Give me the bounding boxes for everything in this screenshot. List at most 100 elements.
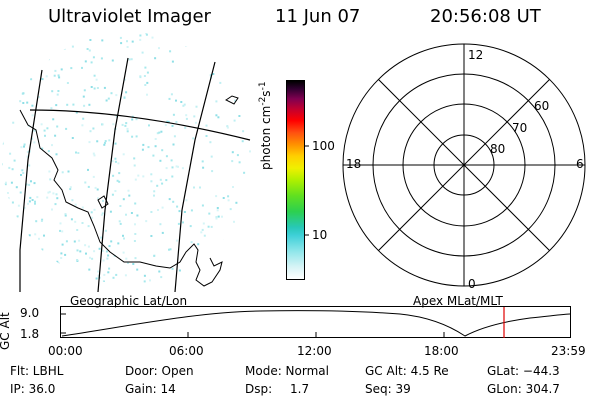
orbit-xtick-2: 12:00 — [297, 344, 332, 358]
speckle — [247, 208, 250, 211]
speckle — [91, 281, 94, 284]
speckle — [221, 215, 223, 218]
speckle — [231, 160, 234, 163]
speckle — [133, 157, 136, 160]
speckle — [230, 46, 233, 48]
info-door: Door: Open — [125, 364, 194, 378]
speckle — [55, 193, 58, 196]
speckle — [195, 105, 198, 108]
speckle — [126, 130, 129, 133]
speckle — [86, 32, 89, 34]
speckle — [131, 40, 134, 43]
speckle — [114, 190, 117, 192]
speckle — [81, 206, 84, 209]
speckle — [48, 190, 51, 193]
speckle — [171, 267, 174, 270]
speckle — [212, 73, 215, 75]
speckle — [26, 61, 29, 64]
speckle — [97, 270, 99, 273]
speckle — [86, 48, 89, 50]
speckle — [92, 152, 95, 155]
info-ip: IP: 36.0 — [10, 382, 56, 396]
speckle — [90, 86, 93, 88]
speckle — [27, 265, 30, 268]
speckle — [34, 249, 36, 252]
speckle — [64, 213, 67, 216]
speckle — [193, 186, 195, 189]
speckle — [71, 199, 74, 202]
speckle — [144, 66, 147, 69]
speckle — [91, 257, 94, 260]
speckle — [22, 102, 25, 104]
speckle — [171, 60, 174, 63]
speckle — [0, 148, 2, 150]
speckle — [179, 34, 182, 37]
speckle — [191, 46, 194, 49]
speckle — [35, 247, 38, 250]
speckle — [75, 274, 78, 277]
speckle — [170, 159, 173, 162]
speckle — [127, 189, 130, 192]
speckle — [182, 104, 185, 107]
info-mode: Mode: Normal — [245, 364, 329, 378]
speckle — [128, 194, 131, 197]
speckle — [136, 268, 139, 271]
speckle — [232, 186, 234, 188]
polar-plot: 12 18 6 0 60 70 80 — [342, 43, 586, 291]
speckle — [95, 277, 98, 280]
speckle — [216, 207, 219, 209]
speckle — [119, 36, 122, 39]
speckle — [227, 199, 230, 202]
speckle — [37, 34, 40, 37]
speckle — [215, 195, 218, 198]
speckle — [126, 40, 128, 43]
colorbar-tick-10: 10 — [312, 228, 327, 242]
speckle — [79, 250, 82, 253]
longitude-line-3 — [174, 61, 216, 292]
speckle — [219, 258, 222, 261]
speckle — [212, 275, 215, 278]
speckle — [31, 137, 33, 140]
speckle — [141, 51, 144, 54]
speckle — [9, 152, 12, 155]
speckle — [18, 58, 21, 61]
speckle — [33, 129, 36, 132]
speckle — [104, 142, 106, 144]
info-gc-alt: GC Alt: 4.5 Re — [365, 364, 449, 378]
speckle — [126, 127, 129, 130]
speckle — [115, 94, 118, 97]
speckle — [34, 233, 37, 236]
speckle — [177, 222, 180, 225]
speckle — [83, 89, 86, 92]
speckle — [143, 75, 146, 77]
speckle — [11, 259, 14, 262]
speckle — [185, 114, 188, 117]
speckle — [176, 239, 178, 242]
speckle — [103, 143, 106, 146]
speckle — [209, 141, 212, 144]
speckle — [55, 104, 58, 107]
speckle — [19, 191, 22, 194]
speckle — [57, 74, 60, 77]
speckle — [13, 269, 16, 272]
speckle — [143, 274, 146, 277]
speckle — [158, 270, 161, 273]
speckle — [235, 76, 238, 79]
speckle — [45, 52, 48, 54]
speckle — [82, 117, 85, 120]
speckle — [145, 33, 148, 36]
speckle — [170, 93, 173, 96]
speckle — [217, 215, 220, 218]
apex-label: Apex MLat/MLT — [413, 294, 503, 308]
speckle — [166, 120, 169, 123]
speckle — [88, 49, 91, 52]
speckle — [202, 265, 205, 268]
speckle — [57, 262, 60, 265]
speckle — [144, 84, 147, 86]
orbit-xtick-4: 23:59 — [551, 344, 586, 358]
speckle — [150, 180, 153, 183]
speckle — [63, 47, 66, 50]
speckle — [210, 225, 213, 228]
polar-label-6: 6 — [576, 157, 584, 171]
speckle — [88, 141, 91, 144]
